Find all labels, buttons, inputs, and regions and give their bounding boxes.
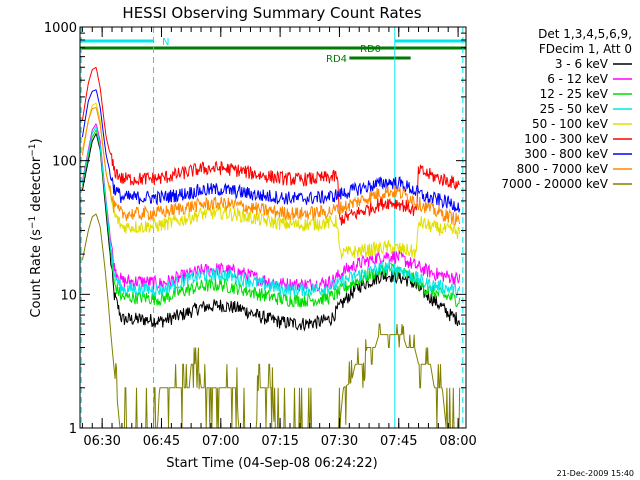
series-line <box>81 129 461 308</box>
legend-label: 300 - 800 keV <box>524 147 608 161</box>
chart-title: HESSI Observing Summary Count Rates <box>122 4 421 22</box>
x-tick-label: 07:00 <box>202 434 239 449</box>
legend-label: 6 - 12 keV <box>547 72 609 86</box>
x-tick-label: 06:30 <box>83 434 120 449</box>
series-line <box>81 132 461 332</box>
series-line <box>81 213 461 428</box>
x-axis-ticks: 06:30 06:45 07:00 07:15 07:30 07:45 08:00 <box>81 27 477 449</box>
x-tick-label: 08:00 <box>439 434 476 449</box>
legend-label: 12 - 25 keV <box>540 87 609 101</box>
x-tick-label: 07:15 <box>261 434 298 449</box>
y-tick-label: 1000 <box>44 21 77 36</box>
series-line <box>81 102 461 260</box>
y-axis-label-tail: detector <box>29 156 44 216</box>
y-tick-label: 10 <box>60 288 77 303</box>
legend-label: 3 - 6 keV <box>555 57 609 71</box>
state-label: RD4 <box>326 54 347 65</box>
x-axis-label: Start Time (04-Sep-08 06:24:22) <box>166 456 377 471</box>
plot-frame <box>79 26 467 429</box>
state-label: RD0 <box>360 44 381 55</box>
series-line <box>81 66 460 226</box>
legend-label: 50 - 100 keV <box>532 117 609 131</box>
y-axis-label-exp: −1 <box>28 216 38 229</box>
legend-label: 25 - 50 keV <box>540 102 609 116</box>
x-tick-label: 06:45 <box>143 434 180 449</box>
series-line <box>81 126 461 299</box>
legend-header: FDecim 1, Att 0 <box>539 42 632 56</box>
series-line <box>81 106 461 226</box>
y-axis-label: Count Rate (s−1 detector−1) <box>28 138 44 317</box>
legend-label: 7000 - 20000 keV <box>501 177 608 191</box>
x-tick-label: 07:45 <box>380 434 417 449</box>
legend-label: 100 - 300 keV <box>524 132 608 146</box>
series-lines <box>81 66 461 428</box>
legend-header: Det 1,3,4,5,6,9, <box>538 27 632 41</box>
marker-lines <box>80 27 464 428</box>
x-tick-label: 07:30 <box>321 434 358 449</box>
state-label: N <box>162 37 169 48</box>
instrument-state-bars: N RD0 RD4 <box>80 37 466 65</box>
y-tick-label: 100 <box>52 155 77 170</box>
y-axis-label-exp2: −1 <box>28 143 38 156</box>
legend: Det 1,3,4,5,6,9,FDecim 1, Att 03 - 6 keV… <box>501 27 632 191</box>
y-tick-label: 1 <box>69 422 77 437</box>
y-axis-label-close: ) <box>29 138 44 143</box>
footer-date: 21-Dec-2009 15:40 <box>557 469 634 478</box>
legend-label: 800 - 7000 keV <box>517 162 609 176</box>
y-axis-ticks: 1 10 100 1000 <box>44 21 466 437</box>
y-axis-label-main: Count Rate (s <box>29 229 44 318</box>
